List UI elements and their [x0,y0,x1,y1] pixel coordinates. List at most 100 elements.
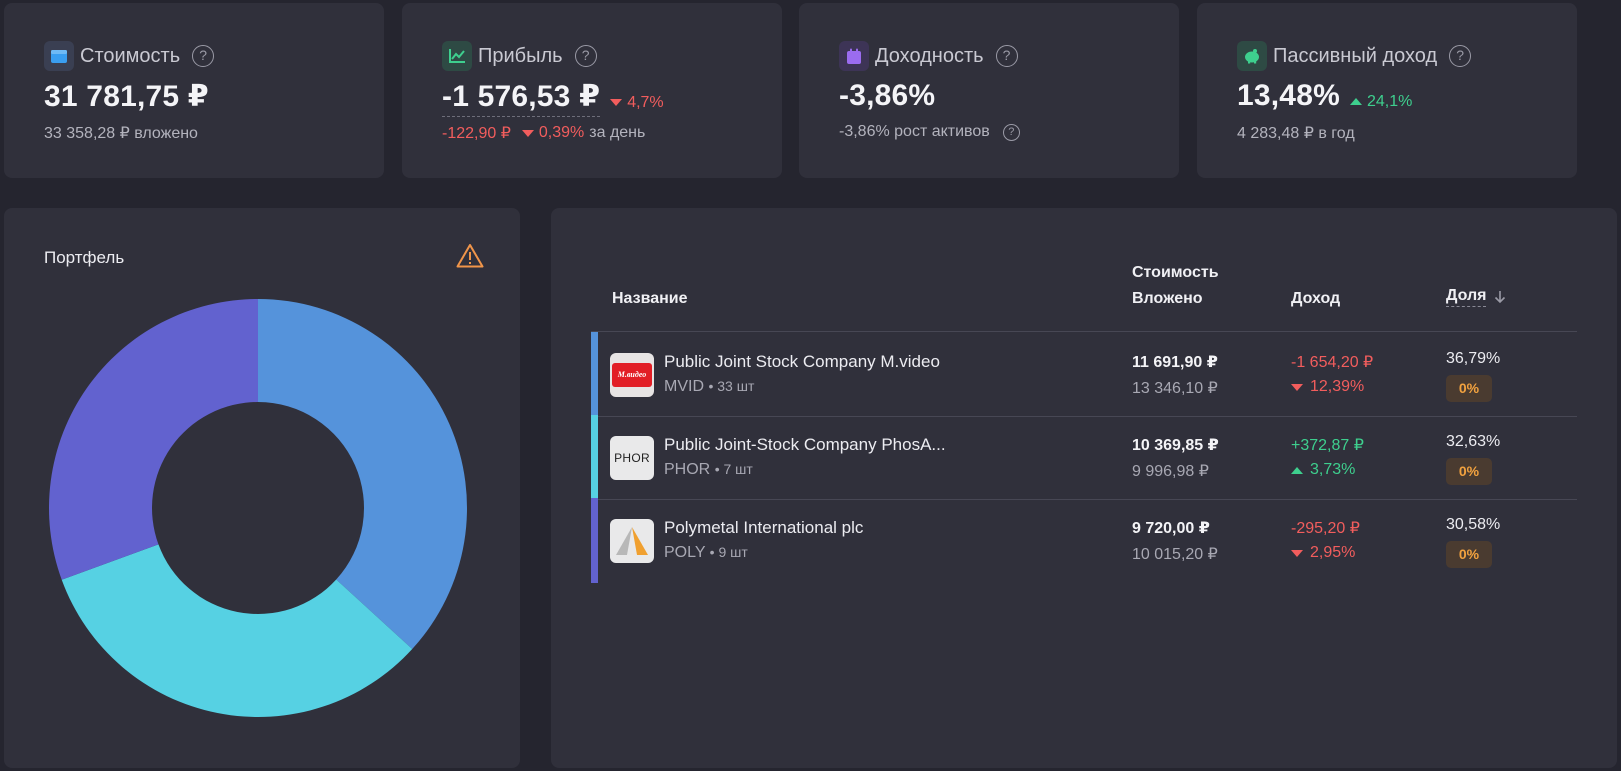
stat-value: -3,86% [839,79,936,112]
quantity: • 33 шт [708,378,755,394]
stat-card-value: Стоимость ? 31 781,75 ₽ 33 358,28 ₽ влож… [4,3,384,178]
ticker: MVID [664,378,704,395]
income-value: -1 654,20 ₽ [1291,354,1374,371]
day-change-percent: 0,39% [538,124,585,141]
instrument-ticker: PHOR • 7 шт [664,461,753,479]
cost-value: 9 720,00 ₽ [1132,520,1210,537]
invested-value: 10 015,20 ₽ [1132,546,1218,563]
stat-card-profit: Прибыль ? -1 576,53 ₽ 4,7% -122,90 ₽ 0,3… [402,3,782,178]
cost-value: 11 691,90 ₽ [1132,354,1218,371]
stat-title: Доходность [875,44,984,67]
row-divider [598,416,1577,417]
col-header-cost[interactable]: Стоимость [1132,264,1219,281]
stat-subtext: 33 358,28 ₽ вложено [44,125,198,142]
portfolio-chart-card: Портфель [4,208,520,768]
table-row[interactable]: PHOR Public Joint-Stock Company PhosA...… [591,415,1577,500]
phor-logo: PHOR [610,436,654,480]
donut-slice-poly[interactable] [48,299,258,580]
arrow-down-icon [610,99,623,106]
stat-card-passive-income: Пассивный доход ? 13,48% 24,1% 4 283,48 … [1197,3,1577,178]
portfolio-title: Портфель [44,248,125,267]
stat-change-value: 4,7% [627,93,664,111]
income-percent: 2,95% [1291,544,1355,562]
stat-change: 4,7% [610,93,664,112]
piggy-bank-icon [1237,41,1267,71]
row-color-bar [591,332,598,417]
ticker: POLY [664,544,706,561]
stat-title: Стоимость [80,44,181,67]
instrument-ticker: MVID • 33 шт [664,378,754,396]
quantity: • 7 шт [714,461,753,477]
income-value: -295,20 ₽ [1291,520,1360,537]
share-value: 30,58% [1446,516,1501,533]
chart-line-icon [442,41,472,71]
day-change-amount: -122,90 ₽ [442,125,511,142]
stat-value: 31 781,75 ₽ [44,80,209,113]
warning-icon[interactable] [456,243,484,273]
row-divider [598,499,1577,500]
phor-logo-text: PHOR [614,451,650,465]
arrow-up-icon [1349,98,1362,105]
cost-value: 10 369,85 ₽ [1132,437,1219,454]
instrument-ticker: POLY • 9 шт [664,544,748,562]
help-icon[interactable]: ? [1449,45,1472,67]
share-change-badge: 0% [1446,375,1492,402]
stat-change-value: 24,1% [1366,92,1413,110]
table-row[interactable]: М.видео Public Joint Stock Company M.vid… [591,332,1577,417]
income-percent-value: 3,73% [1310,461,1356,478]
stat-change: 24,1% [1349,92,1413,111]
arrow-down-icon [521,129,534,137]
quantity: • 9 шт [709,544,748,560]
help-icon[interactable]: ? [995,45,1018,67]
help-icon[interactable]: ? [1002,123,1020,141]
stat-value: 13,48% [1237,79,1340,112]
stat-value[interactable]: -1 576,53 ₽ [442,79,601,117]
stat-subtext-label: -3,86% рост активов [839,123,990,140]
ticker: PHOR [664,461,711,478]
calendar-icon [839,41,869,71]
income-value: +372,87 ₽ [1291,437,1364,454]
day-change-suffix: за день [589,124,646,141]
col-header-share-label[interactable]: Доля [1446,286,1487,307]
stat-title: Прибыль [478,44,563,67]
income-percent-value: 12,39% [1310,378,1365,395]
donut-slice-phor[interactable] [61,544,413,717]
table-row[interactable]: Polymetal International plc POLY • 9 шт … [591,498,1577,583]
mvideo-logo-mark: М.видео [612,363,652,387]
sort-desc-icon[interactable] [1494,290,1506,304]
instrument-name[interactable]: Public Joint Stock Company M.video [664,352,940,371]
invested-value: 13 346,10 ₽ [1132,380,1218,397]
help-icon[interactable]: ? [192,45,215,67]
invested-value: 9 996,98 ₽ [1132,463,1209,480]
stat-card-yield: Доходность ? -3,86% -3,86% рост активов … [799,3,1179,178]
arrow-down-icon [1291,383,1303,391]
wallet-icon [44,41,74,71]
col-header-share[interactable]: Доля [1446,286,1506,307]
col-header-name[interactable]: Название [612,290,688,307]
row-color-bar [591,415,598,500]
portfolio-donut-chart [48,299,467,717]
income-percent: 12,39% [1291,378,1364,396]
share-change-badge: 0% [1446,541,1492,568]
mvideo-logo: М.видео [610,353,654,397]
stat-subtext: 4 283,48 ₽ в год [1237,125,1355,142]
header-divider [591,331,1577,332]
share-value: 32,63% [1446,433,1501,450]
share-change-badge: 0% [1446,458,1492,485]
share-value: 36,79% [1446,350,1501,367]
polymetal-logo [610,519,654,563]
instrument-name[interactable]: Public Joint-Stock Company PhosA... [664,435,946,454]
col-header-income[interactable]: Доход [1291,290,1341,307]
stat-subtext: -122,90 ₽ 0,39% за день [442,123,645,143]
help-icon[interactable]: ? [574,45,597,67]
income-percent: 3,73% [1291,461,1355,479]
stat-subtext: -3,86% рост активов ? [839,123,1020,141]
instrument-name[interactable]: Polymetal International plc [664,518,864,537]
income-percent-value: 2,95% [1310,544,1356,561]
arrow-down-icon [1291,549,1303,557]
arrow-up-icon [1291,466,1303,474]
donut-slice-mvid[interactable] [258,299,467,650]
stat-title: Пассивный доход [1273,44,1438,67]
col-header-invested[interactable]: Вложено [1132,290,1203,307]
row-color-bar [591,498,598,583]
